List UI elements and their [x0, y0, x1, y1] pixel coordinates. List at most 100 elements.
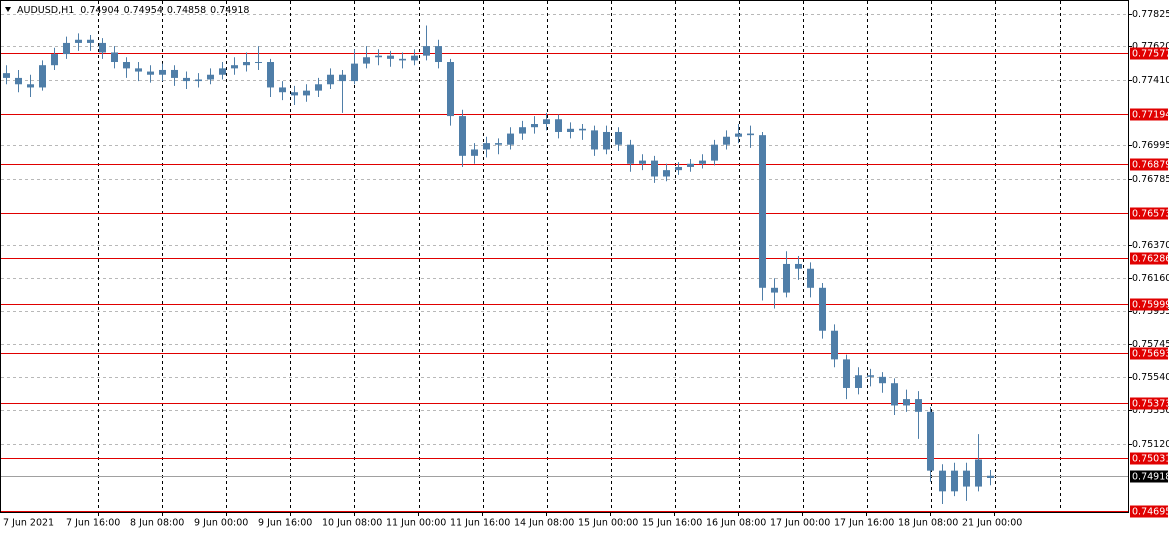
low: 0.74858	[167, 5, 206, 16]
y-tick-label: 0.76370	[1132, 240, 1169, 251]
x-tick-label: 21 Jun 00:00	[962, 518, 1022, 529]
candle-body	[51, 54, 58, 66]
candle-body	[807, 268, 814, 288]
candle-body	[15, 77, 22, 85]
candles-layer	[3, 25, 994, 505]
candle-body	[315, 84, 322, 91]
x-tick-label: 14 Jun 08:00	[514, 518, 574, 529]
candle-body	[963, 470, 970, 487]
level-label: 0.74695	[1132, 507, 1169, 518]
candle-body	[255, 62, 262, 64]
x-tick-label: 16 Jun 08:00	[706, 518, 766, 529]
candle-body	[267, 62, 274, 88]
y-tick-label: 0.75955	[1132, 306, 1169, 317]
candle-body	[63, 42, 70, 55]
candle-body	[831, 330, 838, 360]
candle-body	[75, 39, 82, 43]
candle-body	[183, 77, 190, 82]
candle-body	[987, 475, 994, 478]
candle-body	[423, 46, 430, 56]
level-label: 0.76573	[1132, 209, 1169, 220]
candle-body	[471, 149, 478, 156]
candle-body	[699, 160, 706, 164]
candle-body	[531, 124, 538, 128]
candle-body	[219, 68, 226, 75]
x-tick-label: 17 Jun 00:00	[770, 518, 830, 529]
level-label: 0.75999	[1132, 300, 1169, 311]
x-tick-label: 8 Jun 08:00	[130, 518, 184, 529]
level-label: 0.77577	[1132, 49, 1169, 60]
candle-body	[891, 383, 898, 406]
candle-body	[387, 55, 394, 59]
level-label: 0.75031	[1132, 454, 1169, 465]
level-label-bg	[1130, 347, 1168, 360]
candle-body	[855, 375, 862, 388]
candle-body	[783, 263, 790, 293]
candle-body	[939, 470, 946, 492]
price-label: 0.74918	[1132, 472, 1169, 483]
level-label-bg	[1130, 47, 1168, 60]
level-label-bg	[1130, 207, 1168, 220]
candle-body	[399, 58, 406, 61]
candle-body	[723, 136, 730, 145]
levels-layer	[1, 53, 1128, 512]
level-label-bg	[1130, 252, 1168, 265]
candle-body	[567, 128, 574, 132]
plot-frame	[0, 0, 1129, 513]
y-tick-label: 0.75745	[1132, 339, 1169, 350]
candle-body	[351, 63, 358, 82]
close: 0.74918	[210, 5, 249, 16]
candle-body	[675, 166, 682, 171]
level-label: 0.76286	[1132, 254, 1169, 265]
candle-body	[651, 160, 658, 177]
x-tick-label: 9 Jun 00:00	[194, 518, 248, 529]
x-tick-label: 15 Jun 16:00	[642, 518, 702, 529]
level-label: 0.75693	[1132, 349, 1169, 360]
level-label-bg	[1130, 397, 1168, 410]
level-label-bg	[1130, 505, 1168, 518]
candle-body	[231, 65, 238, 69]
level-label-bg	[1130, 158, 1168, 171]
y-tick-label: 0.76160	[1132, 273, 1169, 284]
level-label: 0.77194	[1132, 110, 1169, 121]
candle-body	[879, 376, 886, 384]
x-tick-label: 17 Jun 16:00	[834, 518, 894, 529]
y-tick-label: 0.77825	[1132, 9, 1169, 20]
candle-body	[27, 84, 34, 88]
candle-body	[159, 69, 166, 75]
candle-body	[87, 39, 94, 43]
candle-body	[39, 65, 46, 88]
candle-body	[303, 90, 310, 96]
candle-body	[291, 92, 298, 96]
candle-body	[411, 55, 418, 61]
y-tick-label: 0.75540	[1132, 372, 1169, 383]
candle-body	[819, 287, 826, 331]
candle-body	[735, 133, 742, 137]
candle-body	[975, 459, 982, 487]
level-label-bg	[1130, 452, 1168, 465]
x-tick-label: 11 Jun 16:00	[450, 518, 510, 529]
candle-body	[795, 263, 802, 269]
candle-body	[639, 160, 646, 164]
x-tick-label: 9 Jun 16:00	[258, 518, 312, 529]
candle-body	[327, 74, 334, 85]
x-tick-label: 7 Jun 16:00	[66, 518, 120, 529]
candle-body	[927, 411, 934, 471]
x-tick-label: 15 Jun 00:00	[578, 518, 638, 529]
open: 0.74904	[80, 5, 119, 16]
candle-body	[759, 135, 766, 288]
candle-body	[459, 116, 466, 156]
candle-body	[207, 74, 214, 80]
x-tick-label: 18 Jun 08:00	[898, 518, 958, 529]
candle-body	[111, 52, 118, 63]
candle-body	[435, 46, 442, 63]
candle-body	[555, 119, 562, 132]
price-label-bg	[1130, 470, 1168, 483]
candle-body	[747, 133, 754, 136]
candle-body	[903, 399, 910, 406]
candle-body	[375, 55, 382, 58]
candle-body	[711, 144, 718, 161]
candle-body	[687, 163, 694, 167]
